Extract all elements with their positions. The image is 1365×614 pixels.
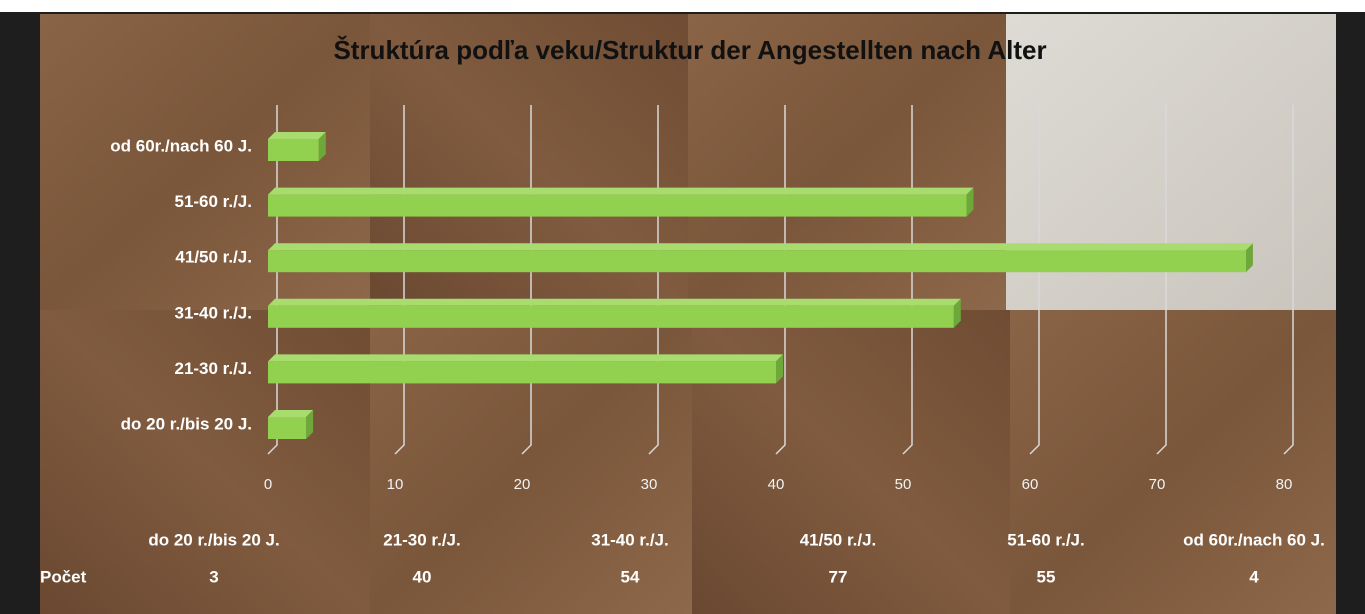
table-header: od 60r./nach 60 J.	[1183, 530, 1325, 549]
bar-side	[966, 187, 974, 217]
table-value: 3	[209, 567, 218, 586]
grid-line	[902, 105, 913, 455]
x-tick-label: 60	[1022, 476, 1039, 493]
table-value: 54	[621, 567, 640, 586]
x-tick-label: 20	[514, 476, 531, 493]
bar-top	[268, 354, 783, 362]
background	[40, 14, 1336, 614]
bar-top	[268, 298, 961, 306]
bar-side	[1245, 243, 1253, 273]
bar	[268, 361, 776, 384]
bar	[268, 194, 967, 217]
table-header: 21-30 r./J.	[383, 530, 461, 549]
x-tick-label: 0	[264, 476, 272, 493]
grid-line	[1029, 105, 1040, 455]
y-tick-label: 31-40 r./J.	[174, 303, 252, 322]
bar-side	[953, 298, 961, 328]
grid-line	[1156, 105, 1167, 455]
grid-line	[1283, 105, 1294, 455]
x-tick-label: 40	[768, 476, 785, 493]
table-value: 55	[1037, 567, 1056, 586]
grid-line	[267, 105, 278, 455]
bar	[268, 305, 954, 328]
bar-side	[306, 410, 314, 439]
grid-line	[648, 105, 659, 455]
bar	[268, 250, 1246, 273]
table-row-label: Počet	[40, 567, 87, 586]
bar-top	[268, 243, 1253, 251]
grid-line	[394, 105, 405, 455]
bar-side	[318, 132, 326, 161]
bar-side	[776, 354, 783, 384]
table-value: 40	[413, 567, 432, 586]
bar-top	[268, 132, 326, 139]
y-tick-label: od 60r./nach 60 J.	[110, 136, 252, 155]
bar	[268, 417, 307, 439]
x-tick-label: 70	[1149, 476, 1166, 493]
bar	[268, 139, 319, 161]
grid-line	[521, 105, 532, 455]
y-tick-label: do 20 r./bis 20 J.	[121, 414, 252, 433]
grid-line	[775, 105, 786, 455]
table-value: 4	[1249, 567, 1259, 586]
y-tick-label: 41/50 r./J.	[175, 248, 252, 267]
table-header: 41/50 r./J.	[800, 530, 877, 549]
top-strip	[0, 0, 1365, 12]
y-tick-label: 21-30 r./J.	[174, 359, 252, 378]
x-tick-label: 80	[1276, 476, 1293, 493]
table-header: 31-40 r./J.	[591, 530, 669, 549]
bar-top	[268, 187, 974, 195]
table-header: 51-60 r./J.	[1007, 530, 1085, 549]
y-tick-label: 51-60 r./J.	[174, 192, 252, 211]
table-value: 77	[829, 567, 848, 586]
x-tick-label: 50	[895, 476, 912, 493]
x-tick-label: 10	[387, 476, 404, 493]
x-tick-label: 30	[641, 476, 658, 493]
chart-title: Štruktúra podľa veku/Struktur der Angest…	[333, 35, 1046, 65]
bar-top	[268, 410, 314, 417]
table-header: do 20 r./bis 20 J.	[148, 530, 279, 549]
